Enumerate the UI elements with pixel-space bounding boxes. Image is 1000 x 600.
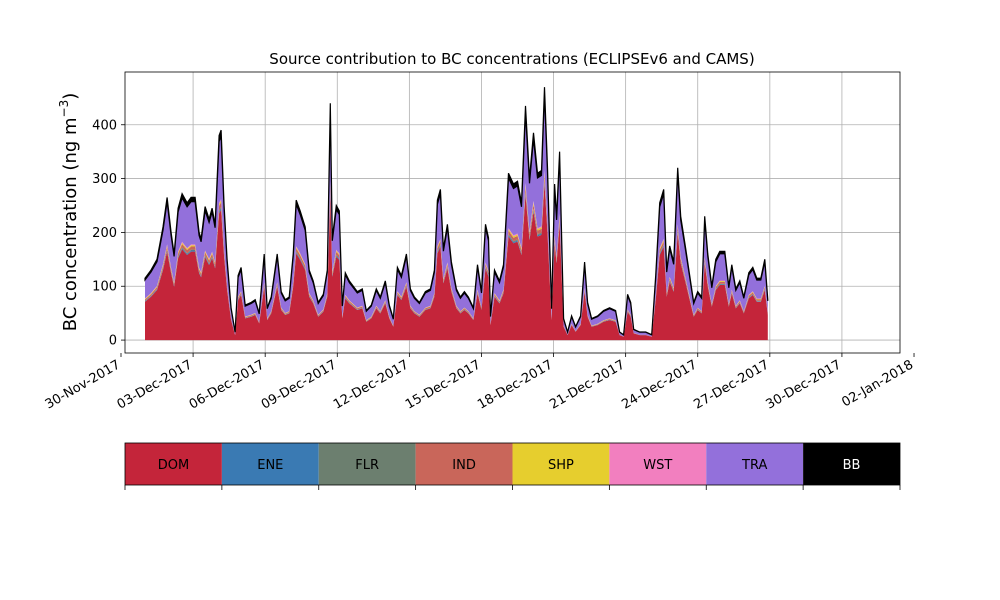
y-tick-label-0: 0	[109, 334, 117, 349]
legend-label-dom: DOM	[158, 458, 189, 473]
chart-title: Source contribution to BC concentrations…	[269, 50, 754, 68]
stacked-areas	[144, 87, 769, 341]
legend-label-ene: ENE	[257, 458, 283, 473]
legend-label-flr: FLR	[355, 458, 379, 473]
y-tick-label-3: 300	[92, 172, 117, 187]
area-bb	[144, 87, 769, 336]
legend-swatch-ind	[415, 443, 513, 485]
y-tick-label-4: 400	[92, 118, 117, 133]
x-tick-label-11: 02-Jan-2018	[839, 357, 916, 410]
legend-swatch-flr	[318, 443, 416, 485]
x-tick-label-5: 15-Dec-2017	[403, 357, 483, 412]
x-tick-label-0: 30-Nov-2017	[43, 357, 123, 412]
legend: DOM ENE FLR IND SHP WST TRA BB	[124, 442, 901, 490]
y-axis: 0 100 200 300 400	[92, 118, 125, 349]
y-axis-label: BC concentration (ng m−3)	[57, 93, 81, 332]
x-tick-label-8: 24-Dec-2017	[619, 357, 699, 412]
x-axis: 30-Nov-201703-Dec-201706-Dec-201709-Dec-…	[43, 353, 916, 413]
x-tick-label-3: 09-Dec-2017	[259, 357, 339, 412]
legend-swatch-tra	[706, 443, 804, 485]
legend-swatch-dom	[125, 443, 222, 485]
legend-swatch-ene	[221, 443, 319, 485]
legend-swatch-bb	[803, 443, 900, 485]
legend-label-ind: IND	[452, 458, 476, 473]
legend-label-wst: WST	[643, 458, 672, 473]
legend-label-tra: TRA	[741, 458, 767, 473]
x-tick-label-6: 18-Dec-2017	[475, 357, 555, 412]
legend-swatch-wst	[609, 443, 707, 485]
x-tick-label-1: 03-Dec-2017	[115, 357, 195, 412]
x-tick-label-9: 27-Dec-2017	[691, 357, 771, 412]
x-tick-label-4: 12-Dec-2017	[331, 357, 411, 412]
y-tick-label-2: 200	[92, 226, 117, 241]
plot-frame	[124, 71, 901, 354]
x-tick-label-10: 30-Dec-2017	[764, 357, 844, 412]
legend-label-shp: SHP	[548, 458, 574, 473]
legend-swatch-shp	[512, 443, 610, 485]
y-tick-label-1: 100	[92, 280, 117, 295]
area-dom	[145, 183, 768, 341]
x-tick-label-7: 21-Dec-2017	[547, 357, 627, 412]
legend-label-bb: BB	[843, 458, 861, 473]
x-tick-label-2: 06-Dec-2017	[187, 357, 267, 412]
